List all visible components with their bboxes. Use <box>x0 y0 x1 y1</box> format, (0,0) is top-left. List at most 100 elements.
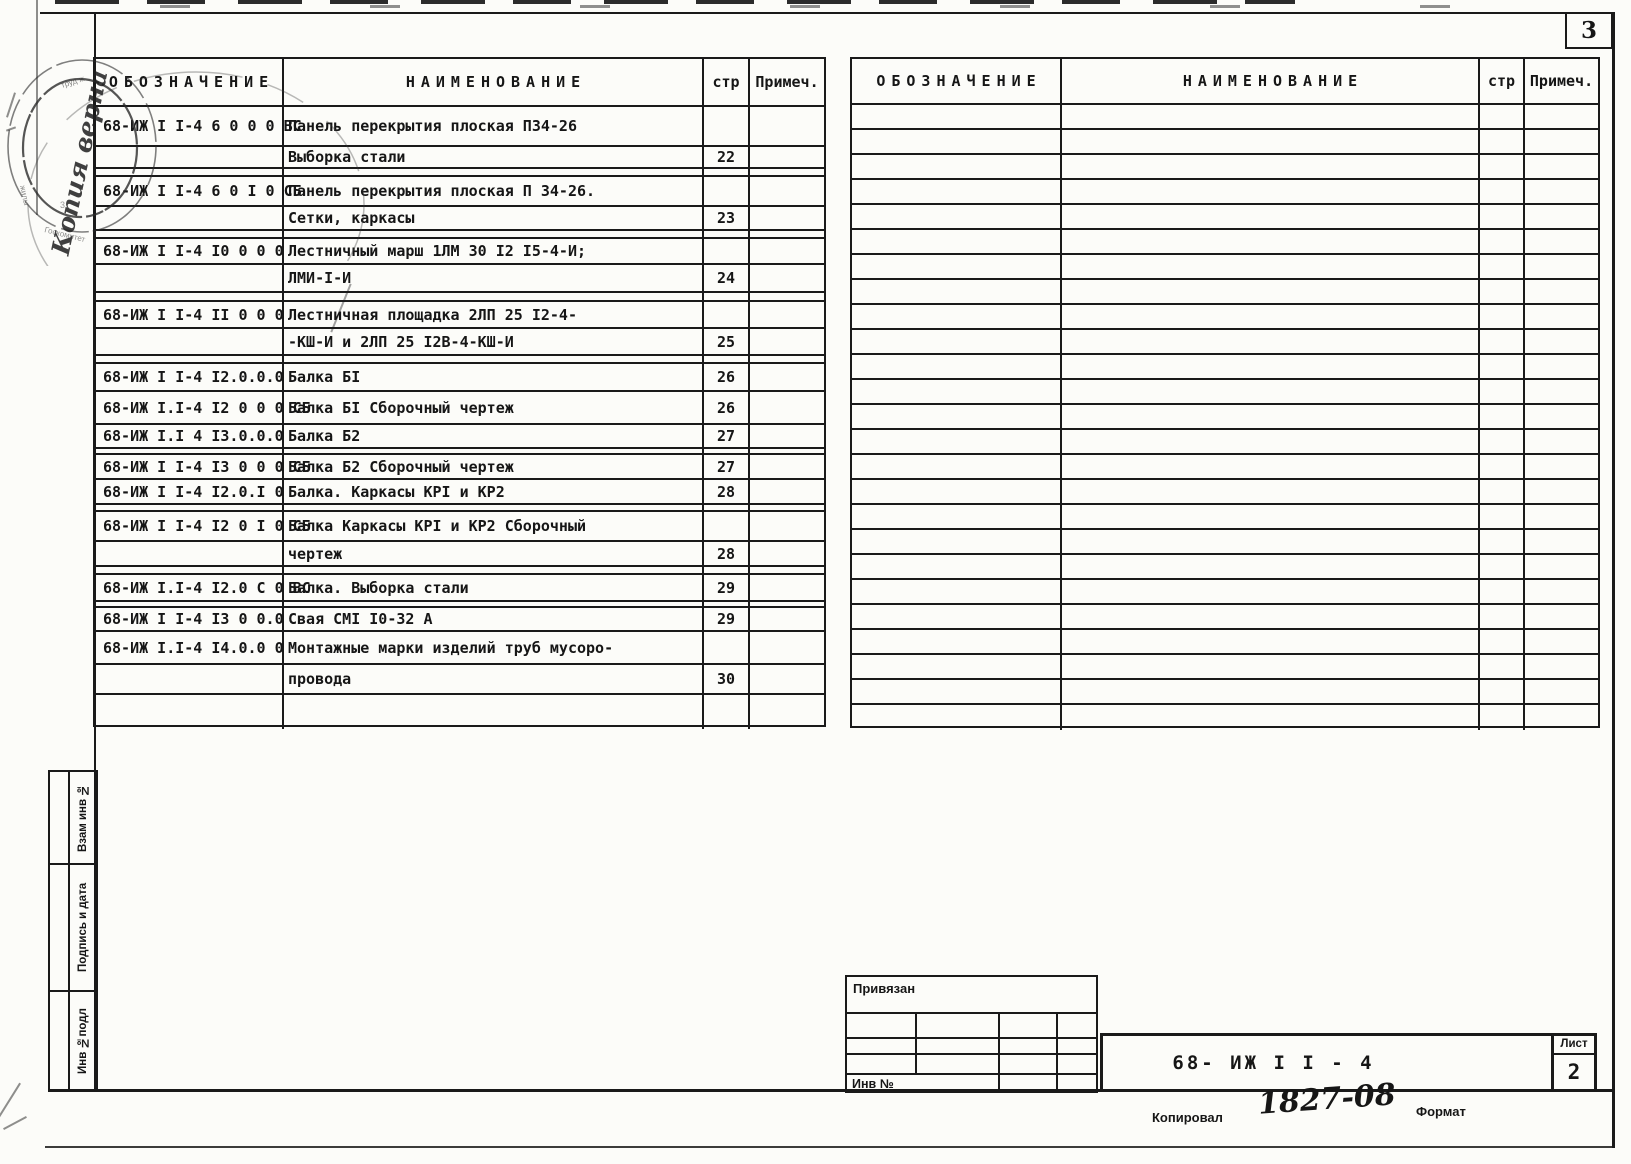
table-cell <box>1480 680 1525 703</box>
table-row: 68-ИЖ I I-4 I3 0 0 0 СБ Балка Б2 Сборочны… <box>95 455 824 480</box>
table-cell: Балка. Каркасы КРI и КР2 <box>284 480 704 503</box>
table-cell <box>1480 155 1525 178</box>
table-cell <box>1525 705 1598 730</box>
table-cell <box>1525 455 1598 478</box>
table-cell <box>95 329 284 354</box>
frame-right-line <box>1612 12 1615 1148</box>
table-cell <box>750 364 824 390</box>
margin-box-vzam-inv: Взам инв № <box>48 770 98 865</box>
table-cell <box>750 575 824 600</box>
table-cell <box>750 425 824 447</box>
table-row <box>852 605 1598 630</box>
table-row <box>852 430 1598 455</box>
table-row <box>95 567 824 575</box>
table-cell <box>750 329 824 354</box>
list-label: Лист <box>1554 1036 1594 1055</box>
header-designation: ОБОЗНАЧЕНИЕ <box>95 59 284 105</box>
table-row <box>852 655 1598 680</box>
table-row <box>95 231 824 239</box>
table-cell <box>704 356 750 362</box>
binding-grid-cell <box>1000 1039 1058 1053</box>
table-cell <box>704 449 750 453</box>
table-cell: 68-ИЖ I.I-4 I2.0 С 0 ВС <box>95 575 311 600</box>
table-cell <box>1480 305 1525 328</box>
binding-grid-row <box>847 1014 1096 1039</box>
table-row <box>852 705 1598 730</box>
table-cell <box>95 567 284 573</box>
table-cell <box>704 239 750 263</box>
table-cell <box>1480 530 1525 553</box>
table-cell <box>1062 705 1480 730</box>
table-cell <box>750 239 824 263</box>
table-cell <box>1062 230 1480 253</box>
table-cell <box>704 695 750 729</box>
scan-edge-line-artifact <box>36 0 38 215</box>
table-cell <box>1525 530 1598 553</box>
table-row <box>852 680 1598 705</box>
table-cell: Лестничная площадка 2ЛП 25 I2-4- <box>284 302 704 327</box>
corner-sheet-number-box: 3 <box>1565 12 1613 49</box>
table-row: 68-ИЖ I I-4 II 0 0 0 Лестничная площадка … <box>95 302 824 329</box>
table-cell <box>852 630 1062 653</box>
table-row <box>95 356 824 364</box>
header-name: НАИМЕНОВАНИЕ <box>1062 59 1480 103</box>
table-row: -КШ-И и 2ЛП 25 I2В-4-КШ-И 25 <box>95 329 824 356</box>
binding-grid-row <box>847 1055 1096 1075</box>
table-row <box>852 230 1598 255</box>
table-row <box>852 130 1598 155</box>
table-cell <box>750 608 824 630</box>
table-row: Выборка стали 22 <box>95 147 824 169</box>
table-cell: 25 <box>704 329 750 354</box>
table-cell <box>1525 355 1598 378</box>
table-cell <box>95 542 284 565</box>
table-cell <box>1480 330 1525 353</box>
binding-inv-row: Инв № <box>847 1075 1096 1093</box>
header-note: Примеч. <box>1529 72 1594 90</box>
binding-grid-cell <box>1000 1014 1058 1037</box>
table-cell <box>852 180 1062 203</box>
table-cell <box>852 455 1062 478</box>
binding-grid-cell <box>1058 1075 1096 1093</box>
table-cell: 68-ИЖ I I-4 I3 0 0 0 СБ <box>95 455 311 478</box>
table-cell <box>1062 330 1480 353</box>
table-row: чертеж 28 <box>95 542 824 567</box>
table-cell <box>95 231 284 237</box>
table-cell <box>95 169 284 175</box>
table-cell <box>1525 380 1598 403</box>
table-cell <box>284 293 704 300</box>
table-cell <box>1480 505 1525 528</box>
table-row: 68-ИЖ I I-4 I3 0 0.0 Свая СМI I0-32 А 29 <box>95 608 824 632</box>
table-cell <box>1480 480 1525 503</box>
table-cell: 26 <box>704 364 750 390</box>
scan-mark-artifact <box>3 1116 27 1130</box>
table-row <box>852 205 1598 230</box>
table-cell: 68-ИЖ I I-4 I3 0 0.0 <box>95 608 284 630</box>
table-cell <box>1525 580 1598 603</box>
table-cell <box>704 177 750 205</box>
table-row <box>852 455 1598 480</box>
table-cell <box>750 542 824 565</box>
table-cell: Балка Б2 Сборочный чертеж <box>284 455 704 478</box>
table-cell <box>1062 130 1480 153</box>
table-cell <box>1480 130 1525 153</box>
table-cell <box>852 530 1062 553</box>
table-cell <box>704 231 750 237</box>
table-cell: 27 <box>704 425 750 447</box>
table-cell: провода <box>284 665 704 693</box>
table-cell <box>95 665 284 693</box>
table-cell <box>1525 180 1598 203</box>
table-cell <box>1525 130 1598 153</box>
table-cell <box>1480 655 1525 678</box>
binding-inv-label: Инв № <box>847 1075 1000 1093</box>
table-cell <box>1480 580 1525 603</box>
table-cell <box>1062 305 1480 328</box>
table-cell: 26 <box>704 392 750 423</box>
table-cell <box>1062 530 1480 553</box>
table-row: 68-ИЖ I.I 4 I3.0.0.0 Балка Б2 27 <box>95 425 824 449</box>
table-cell <box>852 680 1062 703</box>
table-cell <box>284 695 704 729</box>
table-cell <box>750 207 824 229</box>
table-cell <box>1062 455 1480 478</box>
table-cell <box>95 505 284 510</box>
binding-grid-cell <box>1000 1055 1058 1073</box>
